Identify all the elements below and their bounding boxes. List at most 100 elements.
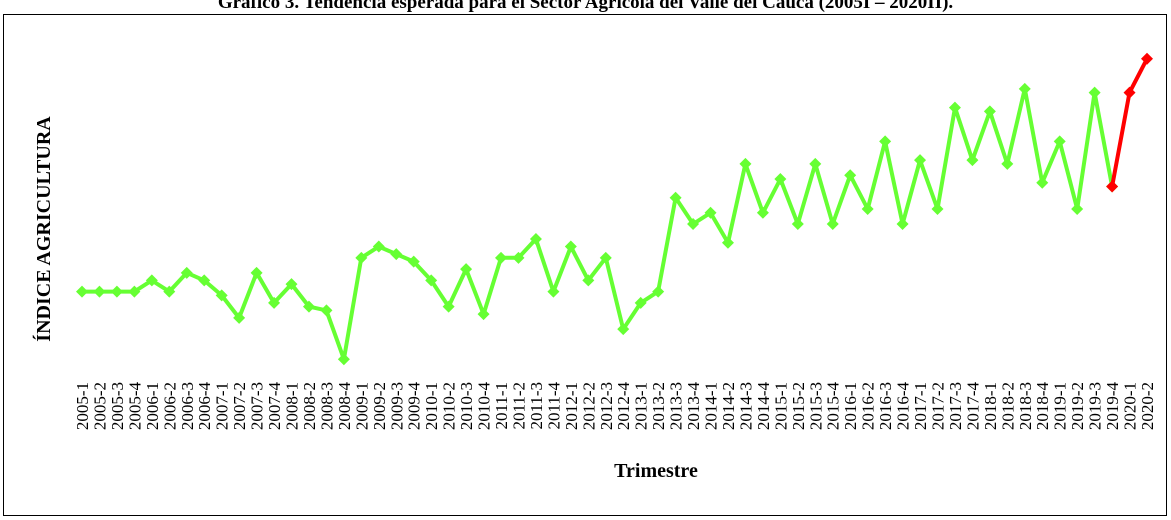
x-tick-label: 2005-4 [125, 382, 144, 431]
data-point-2019-2 [1071, 203, 1084, 215]
x-tick-label: 2015-2 [789, 382, 808, 430]
data-point-2018-1 [983, 105, 996, 118]
data-point-2020-2 [1141, 52, 1153, 65]
series-layer [76, 52, 1153, 366]
data-point-2014-2 [721, 236, 734, 249]
x-tick-label: 2018-3 [1016, 382, 1035, 430]
x-tick-label: 2012-2 [579, 382, 598, 430]
x-tick-label: 2008-2 [300, 382, 319, 430]
x-tick-label: 2013-3 [667, 382, 686, 430]
x-tick-label: 2006-2 [160, 382, 179, 430]
x-tick-label: 2017-2 [929, 382, 948, 430]
x-tick-label: 2010-2 [440, 382, 459, 430]
x-tick-label: 2019-3 [1086, 382, 1105, 430]
data-point-2006-1 [145, 274, 158, 287]
series-line-2 [1110, 57, 1149, 187]
x-tick-label: 2016-2 [859, 382, 878, 430]
series-line-1 [82, 86, 1115, 362]
x-tick-label: 2015-3 [806, 382, 825, 430]
data-point-2006-3 [180, 266, 193, 279]
x-tick-label: 2008-4 [335, 382, 354, 431]
x-tick-label: 2009-3 [387, 382, 406, 430]
x-tick-label: 2011-2 [510, 382, 529, 430]
x-tick-label: 2012-3 [597, 382, 616, 430]
x-tick-labels: 2005-12005-22005-32005-42006-12006-22006… [73, 382, 1157, 431]
data-point-2018-3 [1018, 82, 1031, 95]
data-point-2013-2 [652, 285, 665, 298]
x-tick-label: 2007-4 [265, 382, 284, 431]
data-point-2012-3 [599, 251, 612, 264]
data-point-2008-4 [337, 353, 350, 366]
x-tick-label: 2007-3 [248, 382, 267, 430]
data-point-2010-4 [477, 308, 490, 321]
y-axis-label: ÍNDICE AGRICULTURA [32, 116, 55, 342]
x-tick-label: 2019-2 [1068, 382, 1087, 430]
data-point-2012-4 [617, 323, 630, 336]
x-tick-label: 2008-3 [317, 382, 336, 430]
data-point-2014-4 [756, 206, 769, 219]
data-point-2005-3 [110, 285, 123, 298]
data-point-2007-3 [250, 266, 263, 279]
data-point-2011-3 [529, 233, 542, 246]
data-point-2016-4 [896, 218, 909, 231]
x-tick-label: 2013-4 [684, 382, 703, 431]
data-point-2005-1 [76, 285, 88, 298]
data-point-2008-3 [320, 304, 333, 317]
data-point-2013-3 [669, 191, 682, 204]
data-point-2010-3 [460, 263, 473, 276]
x-tick-label: 2016-1 [841, 382, 860, 430]
x-tick-label: 2017-3 [946, 382, 965, 430]
data-point-2005-2 [93, 285, 106, 298]
x-tick-label: 2005-1 [73, 382, 92, 430]
data-point-2017-4 [966, 154, 979, 167]
data-point-2018-4 [1036, 176, 1049, 189]
data-point-2017-1 [914, 154, 927, 167]
data-point-2013-1 [634, 296, 647, 309]
data-point-2006-4 [198, 274, 211, 287]
data-point-2014-3 [739, 157, 752, 170]
x-tick-label: 2011-1 [492, 382, 511, 430]
x-tick-label: 2016-3 [876, 382, 895, 430]
data-point-2011-2 [512, 251, 525, 264]
x-tick-label: 2014-3 [736, 382, 755, 430]
data-point-2016-1 [844, 169, 857, 182]
x-tick-label: 2006-1 [143, 382, 162, 430]
x-tick-label: 2006-3 [178, 382, 197, 430]
x-tick-label: 2011-3 [527, 382, 546, 430]
data-point-2015-4 [826, 218, 839, 231]
data-point-2008-1 [285, 278, 298, 291]
data-point-2016-2 [861, 203, 874, 215]
data-point-2017-3 [948, 101, 961, 114]
x-tick-label: 2009-4 [405, 382, 424, 431]
x-tick-label: 2015-1 [771, 382, 790, 430]
x-tick-label: 2007-2 [230, 382, 249, 430]
x-tick-label: 2017-1 [911, 382, 930, 430]
data-point-2019-1 [1053, 135, 1066, 148]
data-point-2012-1 [564, 240, 577, 253]
data-point-2009-4 [407, 255, 420, 268]
x-tick-label: 2010-4 [475, 382, 494, 431]
x-tick-label: 2009-1 [352, 382, 371, 430]
x-tick-label: 2011-4 [544, 382, 563, 430]
x-tick-label: 2013-2 [649, 382, 668, 430]
data-point-2015-3 [809, 157, 822, 170]
data-point-2014-1 [704, 206, 717, 219]
x-tick-label: 2016-4 [894, 382, 913, 431]
data-point-2007-1 [215, 289, 228, 302]
x-tick-label: 2006-4 [195, 382, 214, 431]
data-point-2005-4 [128, 285, 141, 298]
x-tick-label: 2018-1 [981, 382, 1000, 430]
data-point-2010-1 [425, 274, 438, 287]
x-tick-label: 2012-1 [562, 382, 581, 430]
x-tick-label: 2012-4 [614, 382, 633, 431]
x-tick-label: 2018-2 [998, 382, 1017, 430]
x-axis-label: Trimestre [614, 460, 698, 482]
data-point-2015-1 [774, 172, 787, 185]
data-point-2008-2 [302, 300, 315, 313]
x-tick-label: 2017-4 [963, 382, 982, 431]
chart-title: Gráfico 3. Tendencia esperada para el Se… [217, 0, 954, 13]
x-tick-label: 2015-4 [824, 382, 843, 431]
x-tick-label: 2020-2 [1138, 382, 1157, 430]
x-tick-label: 2010-1 [422, 382, 441, 430]
